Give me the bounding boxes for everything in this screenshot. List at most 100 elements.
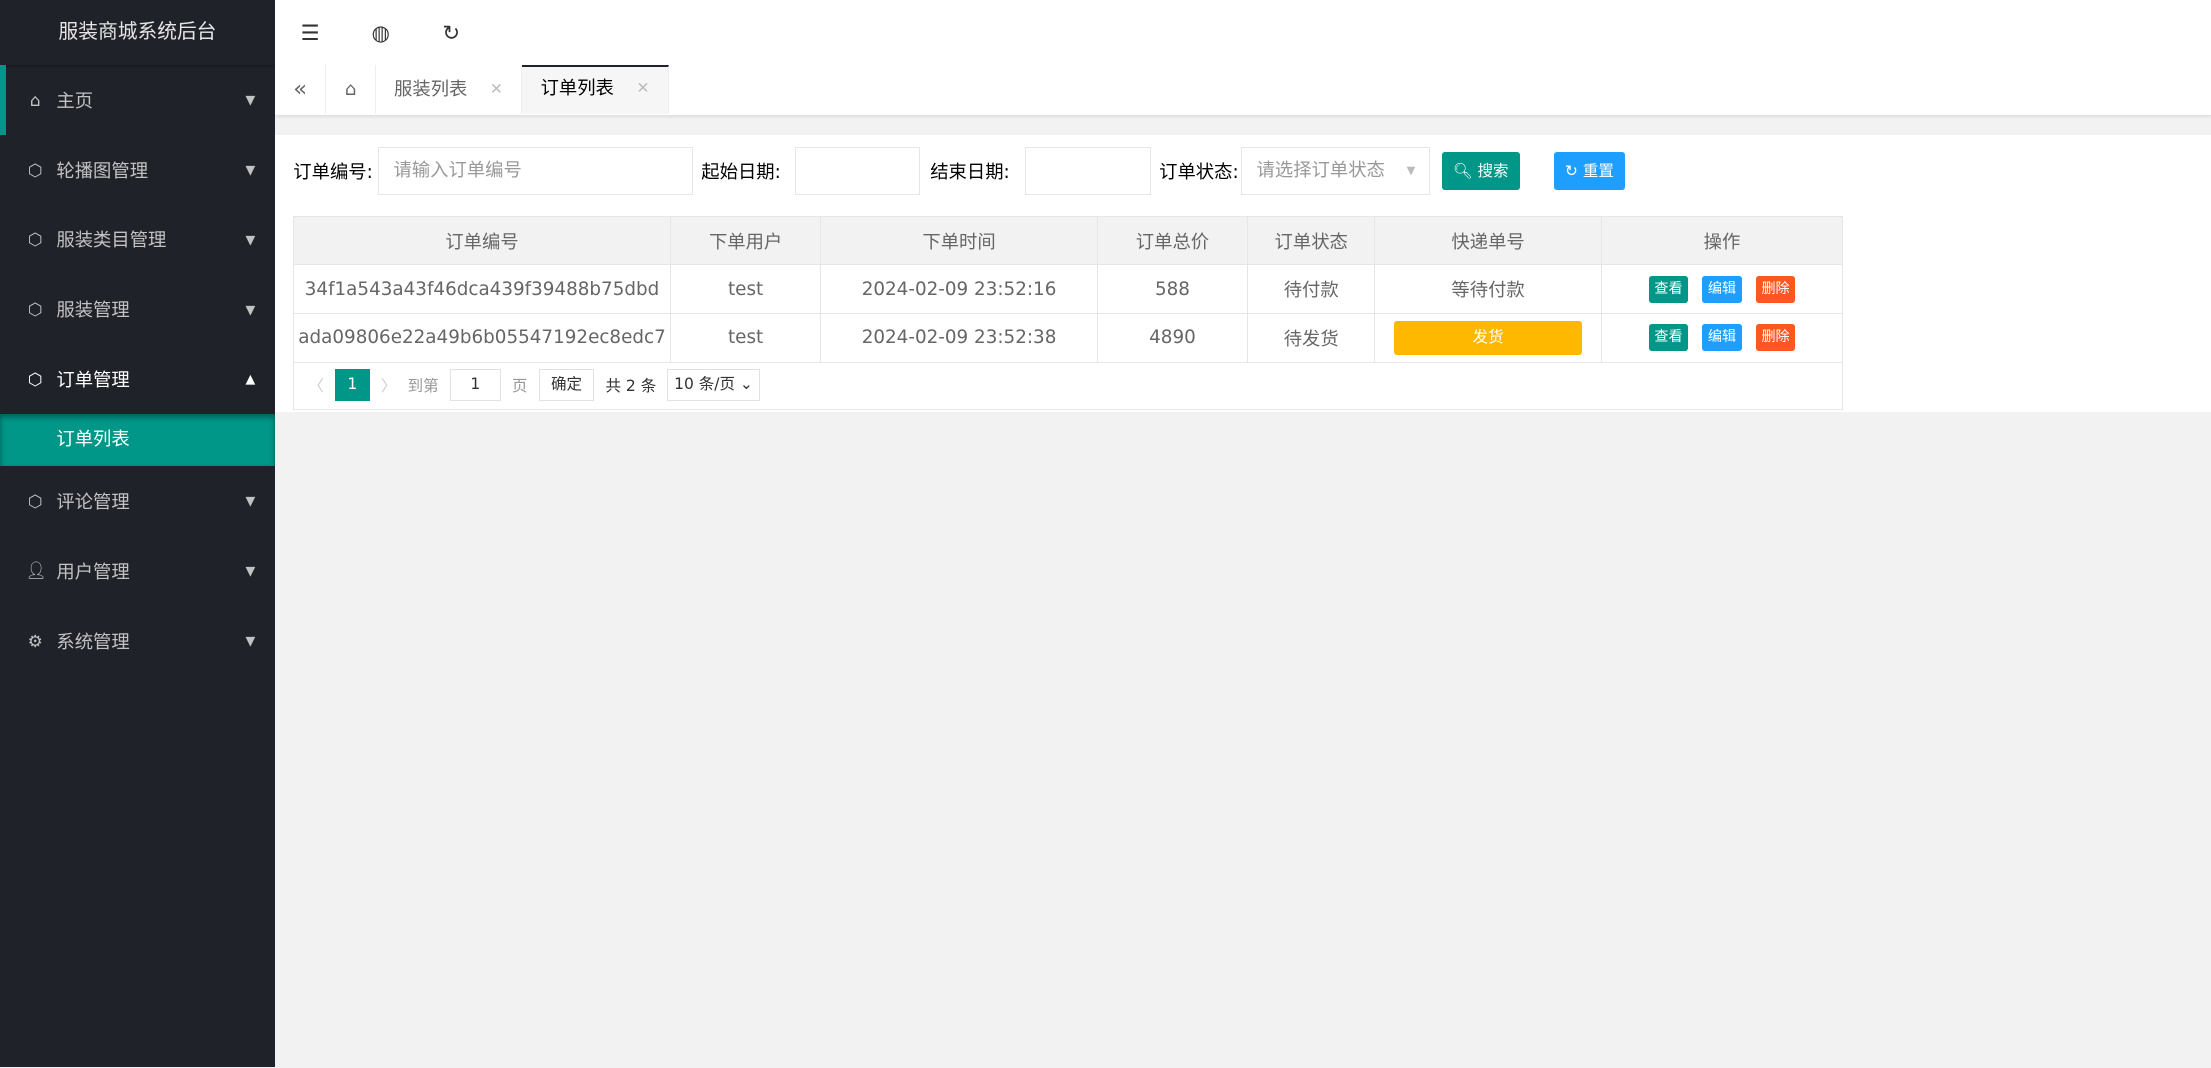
sidebar-item-label: 轮播图管理 — [56, 160, 149, 182]
user-cell: test — [669, 312, 822, 363]
sidebar-item-clothing[interactable]: ⬡ 服装管理 ▼ — [0, 274, 275, 344]
refresh-icon[interactable]: ↻ — [442, 19, 461, 45]
actions-cell: 查看 编辑 删除 — [1601, 264, 1843, 315]
home-icon: ⌂ — [344, 78, 357, 100]
express-cell: 等待付款 — [1374, 264, 1603, 315]
order-id-cell: ada09806e22a49b6b05547192ec8edc7 — [293, 312, 671, 363]
goto-confirm-button[interactable]: 确定 — [538, 368, 595, 402]
page-unit-label: 页 — [511, 377, 528, 396]
close-icon[interactable]: ✕ — [489, 79, 503, 98]
table-row: ada09806e22a49b6b05547192ec8edc7 test 20… — [293, 312, 1843, 363]
caret-up-icon: ▲ — [245, 371, 256, 387]
goto-label: 到第 — [407, 377, 439, 396]
cube-icon: ⬡ — [27, 490, 43, 511]
time-cell: 2024-02-09 23:52:38 — [820, 312, 1098, 363]
caret-down-icon: ▼ — [245, 633, 256, 648]
total-cell: 588 — [1096, 264, 1249, 315]
chevron-down-icon: ⌄ — [739, 374, 753, 393]
chevron-down-icon: ▼ — [1406, 163, 1416, 177]
sidebar-item-home[interactable]: ⌂ 主页 ▼ — [0, 64, 275, 136]
tab-bar: « ⌂ 服装列表 ✕ 订单列表 ✕ — [274, 64, 2211, 116]
sidebar-item-category[interactable]: ⬡ 服装类目管理 ▼ — [0, 204, 275, 274]
tab-home[interactable]: ⌂ — [326, 64, 376, 115]
close-icon[interactable]: ✕ — [636, 78, 650, 97]
status-cell: 待发货 — [1247, 312, 1376, 363]
tab-order-list[interactable]: 订单列表 ✕ — [522, 64, 669, 115]
sidebar-item-label: 主页 — [56, 90, 94, 112]
start-date-label: 起始日期: — [701, 161, 781, 183]
order-no-input[interactable]: 请输入订单编号 — [378, 146, 693, 195]
end-date-label: 结束日期: — [930, 161, 1010, 183]
search-icon: 🔍︎ — [1452, 161, 1473, 180]
end-date-input[interactable] — [1025, 146, 1151, 195]
refresh-icon: ↻ — [1564, 161, 1578, 180]
total-count: 共 2 条 — [605, 377, 657, 396]
order-no-label: 订单编号: — [293, 161, 373, 183]
sidebar-item-label: 服装管理 — [56, 300, 130, 322]
search-form: 订单编号: 请输入订单编号 起始日期: 结束日期: 订单状态: 请选择订单状态 ▼… — [293, 146, 1626, 195]
view-button[interactable]: 查看 — [1648, 275, 1689, 303]
column-header: 订单编号 — [293, 215, 671, 266]
globe-icon[interactable]: ◍ — [371, 19, 390, 45]
ship-button[interactable]: 发货 — [1394, 320, 1582, 355]
column-header: 订单状态 — [1247, 215, 1376, 266]
tab-label: 订单列表 — [540, 77, 614, 99]
page-size-select[interactable]: 10 条/页 ⌄ — [667, 368, 760, 402]
view-button[interactable]: 查看 — [1648, 324, 1689, 352]
status-placeholder: 请选择订单状态 — [1256, 159, 1385, 181]
gear-icon: ⚙ — [27, 630, 43, 651]
app-title: 服装商城系统后台 — [0, 0, 275, 65]
user-cell: test — [669, 264, 822, 315]
top-header: ☰ ◍ ↻ — [274, 0, 2211, 65]
page-button-current[interactable]: 1 — [335, 368, 370, 402]
express-cell: 发货 — [1374, 312, 1603, 363]
sidebar-item-label: 服装类目管理 — [56, 230, 167, 252]
tab-label: 服装列表 — [394, 78, 468, 100]
user-icon: 👤︎ — [25, 560, 47, 581]
cube-icon: ⬡ — [27, 368, 43, 389]
caret-down-icon: ▼ — [245, 493, 256, 509]
cube-icon: ⬡ — [27, 229, 43, 250]
start-date-input[interactable] — [794, 146, 921, 195]
total-cell: 4890 — [1096, 312, 1249, 363]
time-cell: 2024-02-09 23:52:16 — [820, 264, 1098, 315]
cube-icon: ⬡ — [27, 159, 43, 180]
column-header: 订单总价 — [1096, 215, 1249, 266]
reset-button-label: 重置 — [1582, 161, 1614, 180]
delete-button[interactable]: 删除 — [1755, 275, 1796, 303]
next-page-icon[interactable]: 〉 — [380, 377, 397, 396]
caret-down-icon: ▼ — [245, 92, 256, 108]
tabs-scroll-left-icon[interactable]: « — [275, 64, 327, 115]
column-header: 下单时间 — [820, 215, 1098, 266]
prev-page-icon[interactable]: 〈 — [308, 377, 324, 396]
search-button[interactable]: 🔍︎ 搜索 — [1441, 151, 1520, 190]
caret-down-icon: ▼ — [245, 301, 256, 317]
sidebar-item-orders[interactable]: ⬡ 订单管理 ▲ — [0, 344, 275, 414]
edit-button[interactable]: 编辑 — [1702, 324, 1742, 352]
cube-icon: ⬡ — [27, 299, 43, 320]
status-select[interactable]: 请选择订单状态 ▼ — [1241, 146, 1431, 195]
pagination: 〈 1 〉 到第 1 页 确定 共 2 条 10 条/页 ⌄ — [293, 360, 1843, 411]
caret-down-icon: ▼ — [245, 231, 256, 247]
home-icon: ⌂ — [29, 89, 41, 110]
page-size-value: 10 条/页 — [674, 374, 735, 393]
sidebar-item-label: 用户管理 — [56, 561, 130, 583]
reset-button[interactable]: ↻ 重置 — [1553, 151, 1626, 190]
actions-cell: 查看 编辑 删除 — [1601, 312, 1843, 363]
sidebar-item-users[interactable]: 👤︎ 用户管理 ▼ — [0, 536, 275, 606]
status-label: 订单状态: — [1159, 161, 1239, 183]
sidebar-subitem-order-list[interactable]: 订单列表 — [0, 413, 275, 467]
sidebar-item-system[interactable]: ⚙ 系统管理 ▼ — [0, 606, 275, 676]
status-cell: 待付款 — [1247, 264, 1376, 315]
tab-clothing-list[interactable]: 服装列表 ✕ — [376, 64, 523, 115]
sidebar: 服装商城系统后台 ⌂ 主页 ▼ ⬡ 轮播图管理 ▼ ⬡ 服装类目管理 ▼ ⬡ 服装管理 ▼ ⬡ 订… — [0, 0, 275, 1068]
edit-button[interactable]: 编辑 — [1702, 275, 1742, 303]
sidebar-item-comments[interactable]: ⬡ 评论管理 ▼ — [0, 466, 275, 536]
sidebar-item-label: 系统管理 — [56, 631, 130, 653]
sidebar-item-label: 订单管理 — [56, 369, 130, 391]
collapse-menu-icon[interactable]: ☰ — [300, 19, 320, 45]
delete-button[interactable]: 删除 — [1755, 324, 1796, 352]
column-header: 下单用户 — [669, 215, 822, 266]
goto-page-input[interactable]: 1 — [449, 368, 501, 402]
sidebar-item-carousel[interactable]: ⬡ 轮播图管理 ▼ — [0, 135, 275, 205]
